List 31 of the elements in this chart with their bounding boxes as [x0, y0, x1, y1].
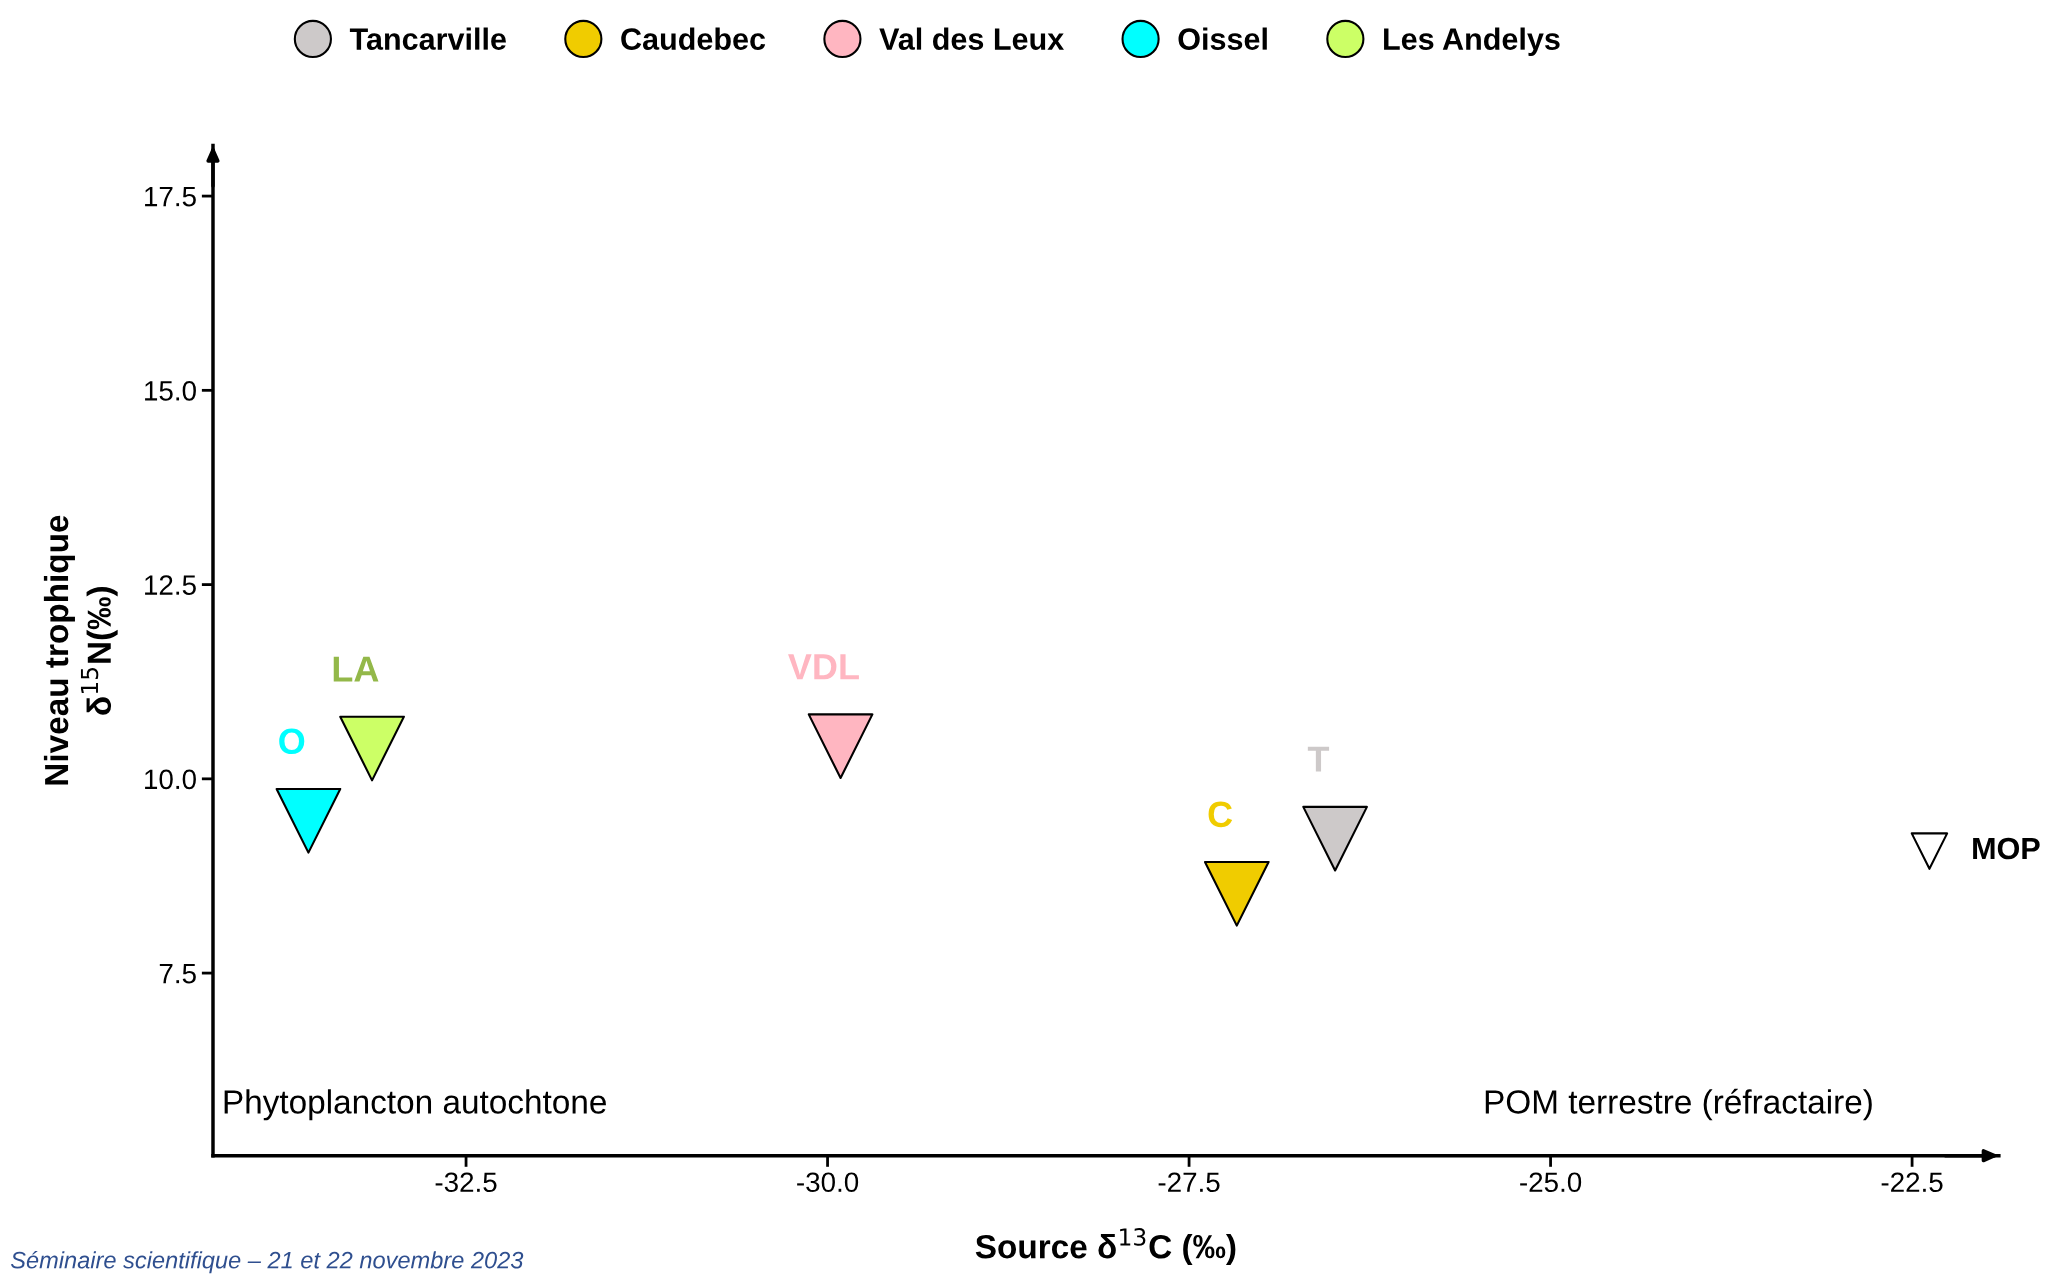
x-tick-label: -22.5 [1881, 1172, 1943, 1193]
x-tick-label: -32.5 [435, 1172, 497, 1193]
x-axis-title: Source δ$^{13}$C (‰) [975, 1228, 1236, 1266]
y-axis-title: Niveau trophique δ$^{15}$N(‰) [43, 515, 118, 785]
point [807, 713, 874, 780]
point [1302, 805, 1368, 872]
legend-label: Caudebec [621, 27, 766, 50]
annotation: C [1208, 801, 1233, 828]
legend-label: Tancarville [349, 27, 506, 50]
x-tick-label: -25.0 [1520, 1172, 1582, 1193]
y-tick-label: 15.0 [145, 381, 196, 401]
legend-label: Oissel [1178, 27, 1267, 50]
annotation: O [279, 728, 305, 755]
y-tick-label: 7.5 [159, 964, 196, 984]
x-tick-label: -27.5 [1158, 1172, 1220, 1193]
point [1203, 860, 1270, 927]
legend-label: Val des Leux [879, 27, 1064, 50]
point [1910, 832, 1949, 870]
annotation: POM terrestre (réfractaire) [1485, 1088, 1872, 1121]
point [339, 715, 405, 782]
annotation: LA [333, 656, 379, 682]
y-tick-label: 17.5 [145, 187, 196, 207]
y-tick-label: 10.0 [145, 769, 196, 790]
legend-label: Les Andelys [1384, 27, 1560, 56]
y-tick-label: 12.5 [145, 575, 196, 595]
x-tick-label: -30.0 [797, 1172, 859, 1193]
text: Séminaire scientifique – 21 et 22 novembre 2023 [10, 1250, 524, 1274]
annotation: MOP [1973, 837, 2040, 860]
point [275, 787, 342, 854]
annotation: Phytoplancton autochtone [224, 1089, 606, 1121]
annotation: VDL [788, 654, 859, 680]
